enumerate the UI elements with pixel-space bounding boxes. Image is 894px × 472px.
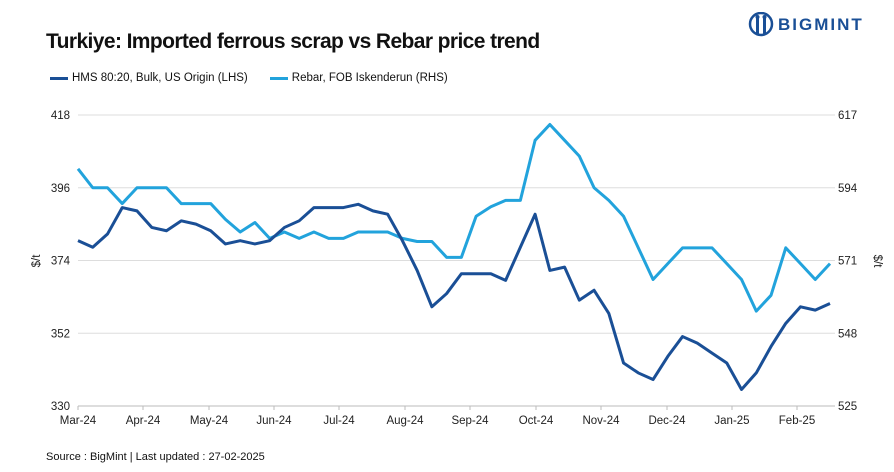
x-tick-label: Apr-24 (126, 415, 161, 427)
x-tick-label: Dec-24 (648, 415, 686, 427)
x-tick-label: Feb-25 (779, 415, 815, 427)
legend-item-hms: HMS 80:20, Bulk, US Origin (LHS) (50, 72, 248, 84)
x-tick-label: Nov-24 (582, 415, 620, 427)
legend-item-rebar: Rebar, FOB Iskenderun (RHS) (269, 72, 448, 84)
y-left-tick-label: 330 (51, 401, 70, 413)
legend-swatch-hms (50, 76, 68, 80)
x-tick-label: Jul-24 (323, 415, 355, 427)
y-left-tick-label: 352 (51, 328, 70, 340)
y-right-tick-label: 617 (838, 110, 857, 122)
y-left-axis-label: $/t (31, 254, 43, 268)
y-left-tick-label: 396 (51, 183, 70, 195)
bigmint-logo-text: BIGMINT (778, 15, 864, 34)
legend-swatch-rebar (269, 76, 288, 80)
x-tick-label: Jan-25 (714, 415, 749, 427)
y-left-tick-label: 418 (51, 110, 70, 122)
x-tick-label: May-24 (190, 415, 229, 427)
chart-title: Turkiye: Imported ferrous scrap vs Rebar… (46, 30, 540, 53)
y-right-tick-label: 525 (838, 401, 857, 413)
x-tick-label: Aug-24 (386, 415, 424, 427)
bigmint-logo-icon (748, 12, 774, 37)
y-left-tick-label: 374 (51, 256, 71, 268)
y-right-tick-label: 594 (838, 183, 858, 195)
legend: HMS 80:20, Bulk, US Origin (LHS) Rebar, … (50, 72, 448, 84)
source-note: Source : BigMint | Last updated : 27-02-… (46, 451, 265, 463)
x-tick-label: Jun-24 (256, 415, 292, 427)
bigmint-logo: BIGMINT (748, 12, 864, 38)
series-line-rebar (76, 122, 832, 313)
series-line-hms (77, 202, 831, 391)
x-tick-label: Sep-24 (451, 415, 489, 427)
legend-label-rebar: Rebar, FOB Iskenderun (RHS) (291, 72, 448, 84)
y-right-tick-label: 571 (838, 256, 857, 268)
y-right-tick-label: 548 (838, 328, 857, 340)
y-right-axis-label: $/t (871, 255, 883, 269)
x-tick-label: Mar-24 (60, 415, 97, 427)
x-tick-label: Oct-24 (519, 415, 554, 427)
legend-label-hms: HMS 80:20, Bulk, US Origin (LHS) (72, 72, 248, 84)
